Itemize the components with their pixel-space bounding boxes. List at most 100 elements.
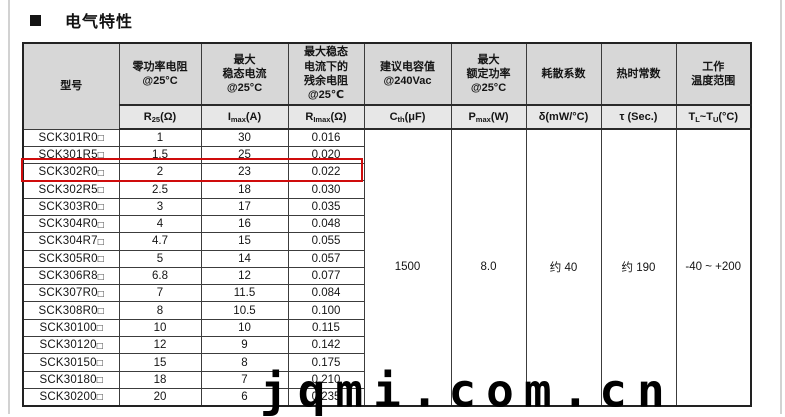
column-header-model: 型号	[22, 42, 120, 130]
column-symbol-header: τ (Sec.)	[600, 104, 677, 130]
column-symbol-header: TL~TU(°C)	[675, 104, 752, 130]
subscript: Imax	[313, 114, 331, 124]
column-symbol-header: RImax(Ω)	[287, 104, 365, 130]
rimax-cell: 0.020	[287, 145, 365, 165]
merged-delta-cell: 约 40	[525, 128, 602, 407]
table-row-sck30150: SCK30150□ 15 8 0.175	[22, 353, 751, 372]
table-row-sck30100: SCK30100□ 10 10 0.115	[22, 318, 751, 338]
subscript: max	[230, 114, 246, 124]
model-cell: SCK304R7□	[22, 232, 120, 251]
model-cell: SCK302R5□	[22, 180, 120, 199]
imax-cell: 25	[200, 145, 289, 165]
symbol-text: (°C)	[718, 110, 739, 123]
table-row-sck303r0: SCK303R0□ 3 17 0.035	[22, 197, 751, 216]
electrical-characteristics-table: 型号 零功率电阻 @25°C 最大 稳态电流 @25°C 最大稳态 电流下的 残余电阻…	[22, 42, 752, 407]
model-cell: SCK30120□	[22, 336, 120, 355]
table-row-sck305r0: SCK305R0□ 5 14 0.057	[22, 249, 751, 268]
symbol-text: R	[305, 110, 314, 123]
rimax-cell: 0.055	[287, 232, 365, 251]
suffix-box-glyph: □	[96, 392, 103, 404]
symbol-text: (μF)	[404, 110, 426, 123]
symbol-text: (Ω)	[330, 110, 347, 123]
model-cell: SCK306R8□	[22, 266, 120, 286]
imax-cell: 14	[200, 249, 289, 268]
subscript: U	[712, 114, 719, 124]
column-group-header: 零功率电阻 @25°C	[118, 42, 202, 106]
r25-cell: 4	[118, 214, 202, 234]
merged-pmax-cell: 8.0	[450, 128, 527, 407]
column-group-header: 最大 稳态电流 @25°C	[200, 42, 289, 106]
model-cell: SCK30180□	[22, 370, 120, 389]
model-text: SCK30180	[39, 373, 97, 386]
model-text: SCK306R8	[38, 270, 98, 283]
merged-cth-cell: 1500	[363, 128, 452, 407]
table-row-sck302r0: SCK302R0□ 2 23 0.022	[22, 163, 751, 182]
rimax-cell: 0.030	[287, 180, 365, 199]
imax-cell: 16	[200, 214, 289, 234]
rimax-cell: 0.100	[287, 301, 365, 320]
suffix-box-glyph: □	[96, 340, 103, 352]
imax-cell: 12	[200, 266, 289, 286]
r25-cell: 5	[118, 249, 202, 268]
suffix-box-glyph: □	[97, 306, 104, 318]
section-title-text: 电气特性	[65, 14, 134, 31]
suffix-box-glyph: □	[96, 323, 103, 335]
suffix-box-glyph: □	[97, 271, 104, 283]
model-text: SCK30120	[39, 339, 97, 352]
suffix-box-glyph: □	[97, 150, 104, 162]
table-row-sck302r5: SCK302R5□ 2.5 18 0.030	[22, 180, 751, 199]
model-cell: SCK301R0□	[22, 128, 120, 147]
subscript: max	[475, 114, 491, 124]
suffix-box-glyph: □	[97, 254, 104, 266]
column-symbol-header: R25(Ω)	[118, 104, 202, 130]
r25-cell: 7	[118, 284, 202, 303]
model-cell: SCK302R0□	[22, 163, 120, 182]
column-symbol-header: Imax(A)	[200, 104, 289, 130]
imax-cell: 10.5	[200, 301, 289, 320]
imax-cell: 10	[200, 318, 289, 338]
imax-cell: 18	[200, 180, 289, 199]
subscript: th	[397, 114, 405, 124]
model-text: SCK308R0	[38, 304, 98, 317]
table-head: 型号 零功率电阻 @25°C 最大 稳态电流 @25°C 最大稳态 电流下的 残余电阻…	[22, 42, 752, 130]
symbol-text: (A)	[245, 110, 262, 123]
r25-cell: 2	[118, 163, 202, 182]
section-bullet-icon	[30, 14, 41, 26]
page-left-edge	[8, 0, 10, 414]
suffix-box-glyph: □	[96, 375, 103, 387]
model-cell: SCK305R0□	[22, 249, 120, 268]
suffix-box-glyph: □	[97, 133, 104, 145]
column-group-header: 最大 额定功率 @25°C	[450, 42, 527, 106]
symbol-text: I	[227, 110, 231, 123]
r25-cell: 1	[118, 128, 202, 147]
r25-cell: 12	[118, 336, 202, 355]
symbol-text: (W)	[490, 110, 509, 123]
model-cell: SCK30150□	[22, 353, 120, 372]
column-symbol-header: Pmax(W)	[450, 104, 527, 130]
rimax-cell: 0.035	[287, 197, 365, 216]
symbol-text: C	[389, 110, 398, 123]
model-text: SCK302R0	[38, 166, 98, 179]
suffix-box-glyph: □	[97, 236, 104, 248]
model-cell: SCK30200□	[22, 387, 120, 407]
column-group-header: 热时常数	[600, 42, 677, 106]
rimax-cell: 0.115	[287, 318, 365, 338]
symbol-text: τ (Sec.)	[619, 110, 658, 123]
page-right-edge	[780, 0, 782, 414]
model-text: SCK30150	[39, 356, 97, 369]
r25-cell: 6.8	[118, 266, 202, 286]
suffix-box-glyph: □	[97, 185, 104, 197]
table-row-sck308r0: SCK308R0□ 8 10.5 0.100	[22, 301, 751, 320]
model-text: SCK301R0	[38, 131, 98, 144]
symbol-text: P	[468, 110, 476, 123]
imax-cell: 23	[200, 163, 289, 182]
section-title: 电气特性	[30, 8, 133, 32]
column-symbol-header: Cth(μF)	[363, 104, 452, 130]
model-cell: SCK307R0□	[22, 284, 120, 303]
column-group-header: 耗散系数	[525, 42, 602, 106]
model-text: SCK304R7	[38, 235, 98, 248]
model-text: SCK307R0	[38, 287, 98, 300]
model-text: SCK302R5	[38, 183, 98, 196]
suffix-box-glyph: □	[96, 358, 103, 369]
r25-cell: 20	[118, 387, 202, 407]
